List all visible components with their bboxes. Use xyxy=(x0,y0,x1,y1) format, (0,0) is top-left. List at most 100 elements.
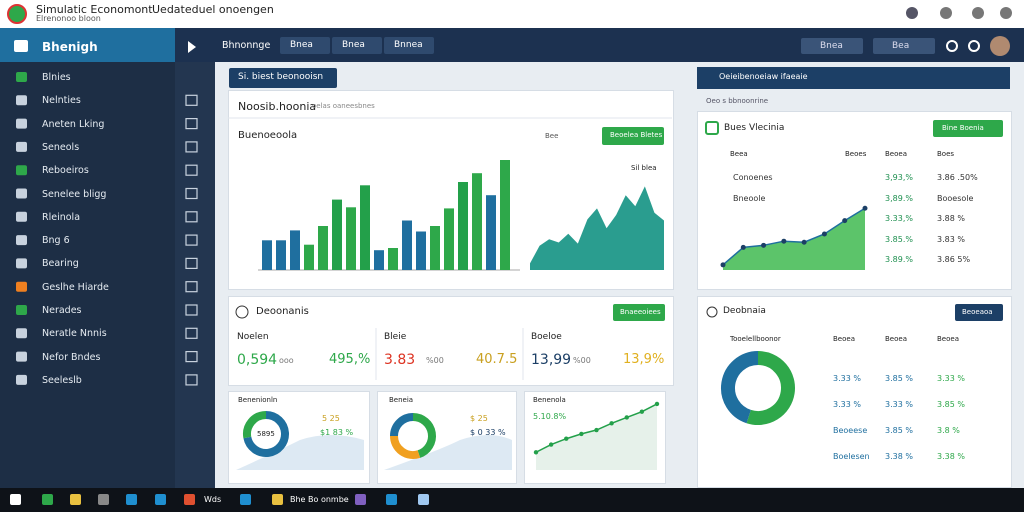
top-icon xyxy=(940,7,952,19)
nav-tab-label[interactable]: Bnea xyxy=(342,40,365,50)
donut-segment xyxy=(746,351,795,425)
nav-icon xyxy=(188,41,196,53)
bar xyxy=(262,240,272,270)
rail-icon xyxy=(185,234,198,246)
taskbar-icon xyxy=(240,494,251,505)
sidebar-icon xyxy=(16,95,27,106)
bar xyxy=(332,199,342,270)
taskbar-label[interactable]: Bhe Bo onmbe xyxy=(290,495,349,504)
button-label[interactable]: Si. biest beonooisn xyxy=(238,72,324,82)
button-label[interactable]: Beoelea Bletes xyxy=(610,131,663,139)
mini-label: $1 83 % xyxy=(320,428,354,437)
area-bg xyxy=(236,435,364,470)
kpi-label: Bleie xyxy=(384,332,407,342)
sidebar-icon xyxy=(16,328,27,339)
nav-tab-label[interactable]: Bnnea xyxy=(394,40,423,50)
point xyxy=(654,401,660,407)
sidebar-icon xyxy=(16,281,27,292)
card-title: Noosib.hoonia xyxy=(238,100,317,113)
sidebar-item[interactable]: Geslhe Hiarde xyxy=(42,281,109,293)
right-card xyxy=(697,296,1012,488)
bar xyxy=(444,208,454,270)
sidebar-item[interactable]: Reboeiros xyxy=(42,165,89,177)
table-cell: 3.83 % xyxy=(937,234,965,244)
nav-tab-label[interactable]: Bnea xyxy=(290,40,313,50)
nav-section: Bhnonnge xyxy=(222,40,271,51)
area-bg xyxy=(384,435,512,470)
sidebar-item[interactable]: Senelee bligg xyxy=(42,188,107,200)
sidebar-item[interactable]: Nerades xyxy=(42,305,82,316)
search-label: Bnea xyxy=(820,41,843,51)
table-cell: 3,93,% xyxy=(885,173,913,182)
button-label[interactable]: Beoeaoa xyxy=(962,308,993,316)
button-label[interactable]: Bnaeeoiees xyxy=(620,308,661,316)
action-button[interactable] xyxy=(933,120,1003,137)
action-button[interactable] xyxy=(613,304,665,321)
rail-icon xyxy=(185,304,198,316)
column-header: Boes xyxy=(937,150,955,158)
taskbar-icon xyxy=(70,494,81,505)
nav-tab[interactable] xyxy=(384,37,434,54)
taskbar-icon xyxy=(126,494,137,505)
table-cell: Conoenes xyxy=(733,173,773,182)
bar xyxy=(290,230,300,270)
status-text: Uedateduel onoengen xyxy=(152,3,274,16)
table-cell: Beoeese xyxy=(833,426,868,435)
search-box[interactable] xyxy=(801,38,863,54)
bar xyxy=(402,220,412,270)
sidebar-icon xyxy=(14,40,28,52)
line xyxy=(722,207,866,266)
sidebar-item[interactable]: Blnies xyxy=(42,72,71,83)
table-cell: 3.33 % xyxy=(885,400,913,409)
sidebar-icon xyxy=(16,188,27,199)
sidebar-item[interactable]: Nelnties xyxy=(42,95,81,107)
mini-label: 5 25 xyxy=(322,414,340,423)
bar xyxy=(416,231,426,270)
mini-title: Beneia xyxy=(389,396,414,404)
table-cell: 3.85 % xyxy=(885,374,913,383)
nav-icon xyxy=(968,40,980,52)
sidebar-title: Bhenigh xyxy=(42,40,98,54)
top-icon xyxy=(906,7,918,19)
sidebar-item[interactable]: Seeleslb xyxy=(42,374,82,386)
point xyxy=(720,262,726,268)
sidebar-item[interactable]: Aneten Lking xyxy=(42,118,105,130)
subtitle: Elrenonoo bloon xyxy=(36,14,101,23)
column-header: Beoea xyxy=(937,335,959,343)
card-title: Bues Vlecinia xyxy=(724,123,785,133)
rail-icon xyxy=(185,351,198,363)
nav-tab[interactable] xyxy=(332,37,382,54)
point xyxy=(821,231,827,237)
kpi-change: 13,9% xyxy=(623,352,665,367)
table-cell: 3.85 % xyxy=(885,426,913,435)
rail-icon xyxy=(185,141,198,153)
button-label[interactable]: Bine Boenia xyxy=(942,124,984,132)
sidebar-item[interactable]: Seneols xyxy=(42,141,80,153)
rail-icon xyxy=(185,94,198,106)
kpi-unit: %00 xyxy=(426,356,444,365)
area xyxy=(723,208,865,270)
app-title: Simulatic Economont xyxy=(36,3,153,16)
action-button[interactable] xyxy=(955,304,1003,321)
section-button[interactable] xyxy=(229,68,337,88)
point xyxy=(740,244,746,250)
bar xyxy=(458,182,468,270)
sidebar-item[interactable]: Neratle Nnnis xyxy=(42,328,107,340)
kpi-card xyxy=(228,296,674,386)
point xyxy=(781,238,787,244)
top-bar xyxy=(0,0,1024,28)
search-box[interactable] xyxy=(873,38,935,54)
kpi-change: 40.7.5 xyxy=(476,352,518,367)
nav-tab[interactable] xyxy=(280,37,330,54)
action-button[interactable] xyxy=(602,127,664,145)
column-header: Beoea xyxy=(833,335,855,343)
rail-icon xyxy=(185,327,198,339)
sidebar-item[interactable]: Nefor Bndes xyxy=(42,351,101,363)
search-label: Bea xyxy=(892,41,910,51)
legend-label: Sil blea xyxy=(631,164,657,172)
sidebar-item[interactable]: Bng 6 xyxy=(42,235,70,247)
taskbar-icon xyxy=(155,494,166,505)
taskbar-label[interactable]: Wds xyxy=(204,495,222,504)
sidebar-item[interactable]: Bearing xyxy=(42,258,79,270)
sidebar-item[interactable]: Rleinola xyxy=(42,211,81,223)
